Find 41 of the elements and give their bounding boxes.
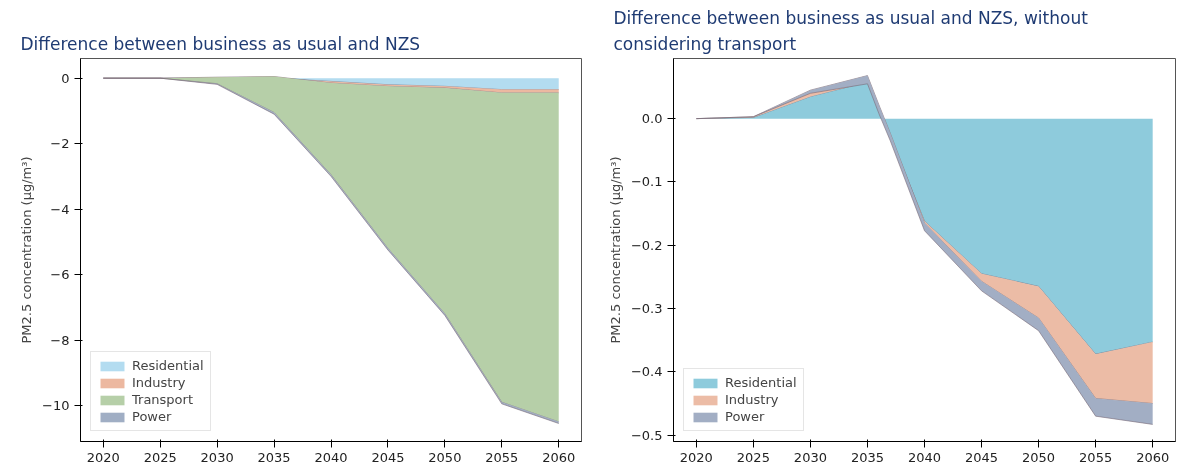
x-tick-label: 2035 xyxy=(257,449,291,465)
chart-title: Difference between business as usual and NZS, without considering transport xyxy=(613,7,1089,54)
legend-label: Power xyxy=(132,409,172,424)
x-tick-label: 2020 xyxy=(86,449,120,465)
x-tick-label: 2055 xyxy=(485,449,519,465)
x-tick-label: 2040 xyxy=(907,449,942,465)
x-tick-label: 2050 xyxy=(1022,449,1056,465)
x-tick-label: 2035 xyxy=(850,449,885,465)
legend-label: Residential xyxy=(132,358,204,373)
y-tick-label: 0 xyxy=(61,70,70,86)
y-tick-label: −0.4 xyxy=(630,364,663,380)
legend-label: Residential xyxy=(725,375,797,390)
x-tick-label: 2025 xyxy=(736,449,770,465)
chart-title: Difference between business as usual and NZS xyxy=(20,33,421,54)
y-tick-label: −0.5 xyxy=(630,427,663,443)
y-tick-label: −2 xyxy=(50,136,70,152)
legend-label: Industry xyxy=(725,392,779,407)
x-tick-label: 2060 xyxy=(1136,449,1170,465)
x-tick-label: 2045 xyxy=(965,449,999,465)
x-tick-label: 2025 xyxy=(143,449,177,465)
y-tick-label: −10 xyxy=(42,397,70,413)
y-tick-label: 0.0 xyxy=(641,111,663,127)
x-tick-label: 2040 xyxy=(314,449,348,465)
y-tick-label: −6 xyxy=(50,267,70,283)
y-tick-label: −0.3 xyxy=(630,301,663,317)
x-tick-label: 2055 xyxy=(1079,449,1113,465)
x-tick-label: 2060 xyxy=(542,449,576,465)
x-tick-label: 2050 xyxy=(428,449,462,465)
y-tick-label: −8 xyxy=(50,332,70,348)
x-tick-label: 2020 xyxy=(679,449,713,465)
y-tick-label: −0.2 xyxy=(630,237,663,253)
legend-label: Transport xyxy=(132,392,194,407)
x-tick-label: 2045 xyxy=(371,449,405,465)
y-tick-label: −4 xyxy=(50,201,70,217)
y-tick-label: −0.1 xyxy=(630,174,663,190)
x-tick-label: 2030 xyxy=(793,449,827,465)
legend-label: Power xyxy=(725,409,765,424)
y-axis-title: PM2.5 concentration (µg/m³) xyxy=(19,156,35,344)
y-axis-title: PM2.5 concentration (µg/m³) xyxy=(607,156,623,344)
legend-label: Industry xyxy=(132,375,186,390)
x-tick-label: 2030 xyxy=(200,449,234,465)
